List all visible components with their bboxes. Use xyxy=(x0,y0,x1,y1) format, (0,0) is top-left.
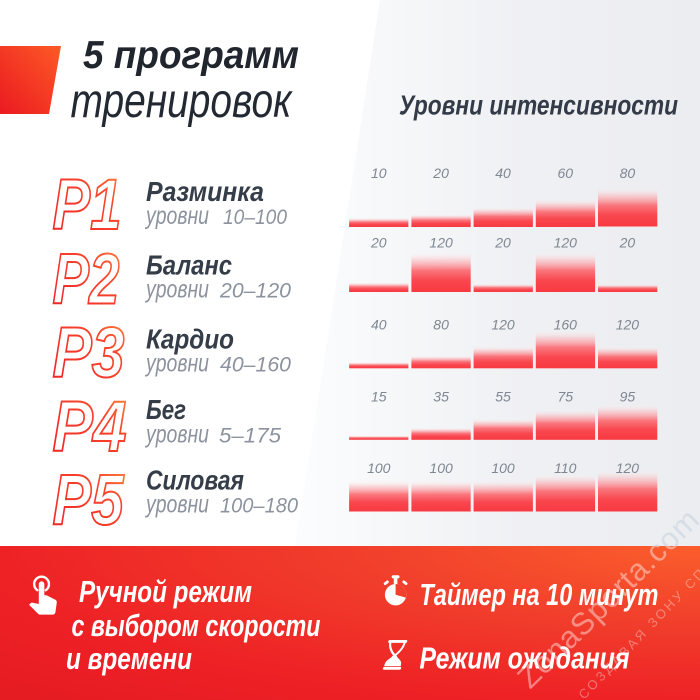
svg-text:P4: P4 xyxy=(53,387,127,467)
svg-text:120: 120 xyxy=(616,316,640,332)
svg-text:P2: P2 xyxy=(53,240,120,320)
svg-text:60: 60 xyxy=(558,165,574,181)
svg-text:10: 10 xyxy=(371,165,387,181)
svg-text:40–160: 40–160 xyxy=(220,354,291,377)
svg-text:уровни: уровни xyxy=(144,202,209,230)
svg-text:55: 55 xyxy=(495,388,511,404)
svg-text:35: 35 xyxy=(433,388,449,404)
svg-text:20: 20 xyxy=(619,235,636,251)
svg-text:20: 20 xyxy=(432,165,449,181)
svg-text:95: 95 xyxy=(620,388,636,404)
svg-text:100: 100 xyxy=(491,460,515,476)
svg-text:Баланс: Баланс xyxy=(146,250,232,281)
svg-text:120: 120 xyxy=(616,460,640,476)
svg-text:100: 100 xyxy=(367,460,391,476)
svg-text:75: 75 xyxy=(558,388,574,404)
svg-text:Разминка: Разминка xyxy=(146,176,264,207)
svg-text:120: 120 xyxy=(554,235,578,251)
svg-text:120: 120 xyxy=(429,235,453,251)
svg-text:с выбором скорости: с выбором скорости xyxy=(72,608,321,643)
svg-text:5–175: 5–175 xyxy=(219,425,281,448)
svg-text:5 программ: 5 программ xyxy=(83,34,299,77)
svg-text:20: 20 xyxy=(494,235,511,251)
svg-text:15: 15 xyxy=(371,388,387,404)
svg-text:110: 110 xyxy=(554,460,577,476)
svg-text:P5: P5 xyxy=(53,461,125,541)
svg-text:и времени: и времени xyxy=(66,641,192,676)
svg-text:80: 80 xyxy=(433,316,449,332)
svg-text:80: 80 xyxy=(620,165,636,181)
svg-text:40: 40 xyxy=(495,165,511,181)
svg-text:тренировок: тренировок xyxy=(71,75,294,128)
svg-text:20–120: 20–120 xyxy=(219,280,291,303)
svg-text:Таймер на 10 минут: Таймер на 10 минут xyxy=(420,577,659,612)
svg-text:Уровни интенсивности: Уровни интенсивности xyxy=(399,90,678,121)
svg-text:20: 20 xyxy=(370,235,387,251)
svg-text:Бег: Бег xyxy=(146,394,186,425)
svg-text:120: 120 xyxy=(491,316,515,332)
svg-text:уровни: уровни xyxy=(144,491,209,519)
svg-text:Режим ожидания: Режим ожидания xyxy=(420,641,630,676)
svg-text:160: 160 xyxy=(554,316,578,332)
svg-text:100–180: 100–180 xyxy=(220,495,298,518)
svg-text:Ручной режим: Ручной режим xyxy=(79,574,252,609)
svg-text:10–100: 10–100 xyxy=(223,206,287,229)
svg-text:Кардио: Кардио xyxy=(146,324,234,355)
svg-text:40: 40 xyxy=(371,316,387,332)
svg-text:100: 100 xyxy=(429,460,453,476)
svg-text:уровни: уровни xyxy=(144,276,209,304)
svg-text:P1: P1 xyxy=(53,165,122,245)
svg-text:уровни: уровни xyxy=(144,350,209,378)
svg-text:Силовая: Силовая xyxy=(146,465,244,496)
svg-text:P3: P3 xyxy=(53,313,125,393)
svg-text:уровни: уровни xyxy=(144,421,209,449)
